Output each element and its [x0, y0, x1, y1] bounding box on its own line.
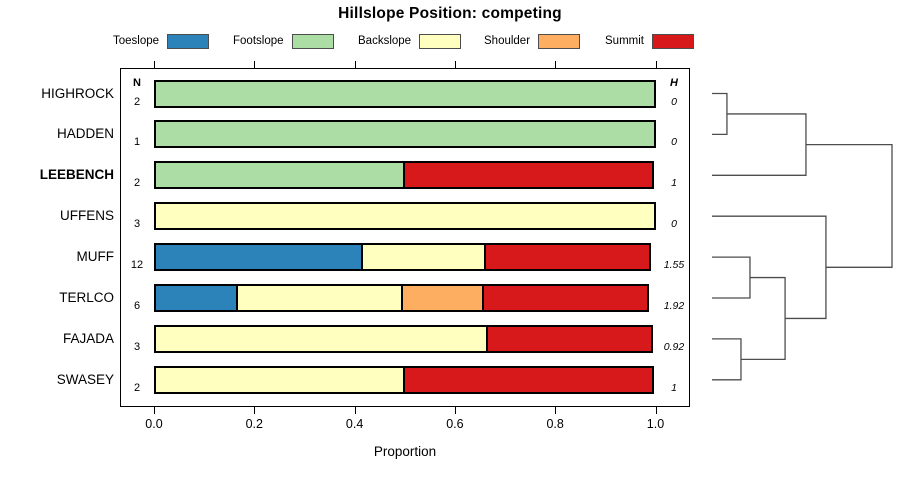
bar-segment-summit: [484, 243, 652, 272]
bar-uffens: [154, 202, 656, 231]
dendrogram-lines: [712, 92, 893, 381]
legend-label: Backslope: [358, 35, 412, 47]
legend-label: Summit: [605, 35, 644, 47]
legend-swatch: [291, 33, 334, 49]
x-tick-bottom: [154, 407, 156, 414]
x-tick-bottom: [555, 407, 557, 414]
h-value: 1: [671, 381, 677, 394]
bar-segment-summit: [402, 161, 654, 190]
x-tick-label: 0.4: [345, 417, 364, 431]
h-value: 1.92: [663, 300, 685, 312]
row-label-terlco: TERLCO: [59, 290, 114, 305]
x-tick-label: 0.0: [145, 417, 163, 431]
legend-label: Toeslope: [113, 35, 160, 47]
x-tick-bottom: [254, 407, 256, 414]
legend-item-footslope: Footslope: [233, 33, 334, 49]
bar-segment-summit: [486, 324, 654, 353]
bar-segment-backslope: [154, 202, 656, 231]
n-value: 2: [133, 95, 141, 108]
n-value: 3: [133, 218, 141, 231]
h-value: 1: [671, 177, 677, 190]
h-value: 0: [671, 218, 677, 231]
legend-item-backslope: Backslope: [358, 33, 462, 49]
n-value: 1: [133, 136, 141, 149]
bar-highrock: [154, 79, 656, 108]
row-label-uffens: UFFENS: [60, 208, 114, 224]
n-column-header: N: [133, 76, 141, 89]
bar-segment-footslope: [154, 161, 405, 190]
legend-swatch: [538, 33, 581, 49]
legend-swatch: [167, 33, 210, 49]
n-value: 2: [133, 177, 141, 190]
bar-segment-backslope: [360, 243, 487, 272]
row-label-fajada: FAJADA: [62, 330, 114, 346]
x-tick-top: [555, 61, 557, 68]
h-column-header: H: [670, 76, 678, 89]
x-tick-label: 1.0: [646, 417, 665, 431]
bar-swasey: [154, 365, 656, 394]
n-value: 12: [130, 259, 144, 272]
row-label-highrock: HIGHROCK: [41, 85, 114, 101]
x-tick-bottom: [655, 407, 657, 414]
bar-segment-summit: [482, 284, 650, 312]
legend-swatch: [651, 33, 694, 49]
bar-segment-backslope: [154, 324, 489, 353]
x-tick-bottom: [454, 407, 457, 414]
legend-swatch: [419, 33, 462, 49]
x-tick-label: 0.6: [446, 417, 464, 431]
x-tick-bottom: [354, 407, 356, 414]
row-label-swasey: SWASEY: [56, 371, 114, 387]
n-value: 3: [133, 340, 141, 353]
h-value: 1.55: [663, 259, 685, 272]
x-tick-top: [655, 61, 657, 68]
plot-box: [120, 68, 690, 407]
x-tick-top: [454, 61, 457, 68]
bar-hadden: [154, 120, 656, 149]
bar-segment-shoulder: [400, 284, 485, 312]
x-axis-title: Proportion: [373, 444, 437, 459]
n-value: 6: [133, 300, 141, 312]
bar-segment-backslope: [154, 365, 405, 394]
bar-fajada: [154, 324, 656, 353]
bar-leebench: [154, 161, 656, 190]
h-value: 0.92: [663, 340, 685, 353]
h-value: 0: [671, 136, 677, 149]
bar-terlco: [154, 284, 656, 312]
bar-segment-toeslope: [154, 243, 363, 272]
x-tick-top: [154, 61, 156, 68]
x-tick-top: [354, 61, 356, 68]
legend-item-toeslope: Toeslope: [113, 33, 210, 49]
n-value: 2: [133, 381, 141, 394]
x-tick-top: [254, 61, 256, 68]
row-label-leebench: LEEBENCH: [39, 167, 114, 183]
legend-item-shoulder: Shoulder: [484, 33, 581, 49]
legend-label: Footslope: [233, 35, 284, 47]
bar-segment-footslope: [154, 79, 656, 108]
x-tick-label: 0.8: [546, 417, 564, 431]
bar-segment-summit: [402, 365, 654, 394]
row-label-muff: MUFF: [76, 249, 115, 265]
x-tick-label: 0.2: [245, 417, 263, 431]
bar-segment-toeslope: [154, 284, 238, 312]
legend-item-summit: Summit: [605, 33, 694, 49]
legend-label: Shoulder: [484, 35, 531, 47]
h-value: 0: [671, 95, 677, 108]
bar-segment-footslope: [154, 120, 656, 149]
bar-muff: [154, 243, 656, 272]
row-label-hadden: HADDEN: [56, 126, 114, 142]
chart-title: Hillslope Position: competing: [338, 5, 562, 22]
bar-segment-backslope: [235, 284, 403, 312]
